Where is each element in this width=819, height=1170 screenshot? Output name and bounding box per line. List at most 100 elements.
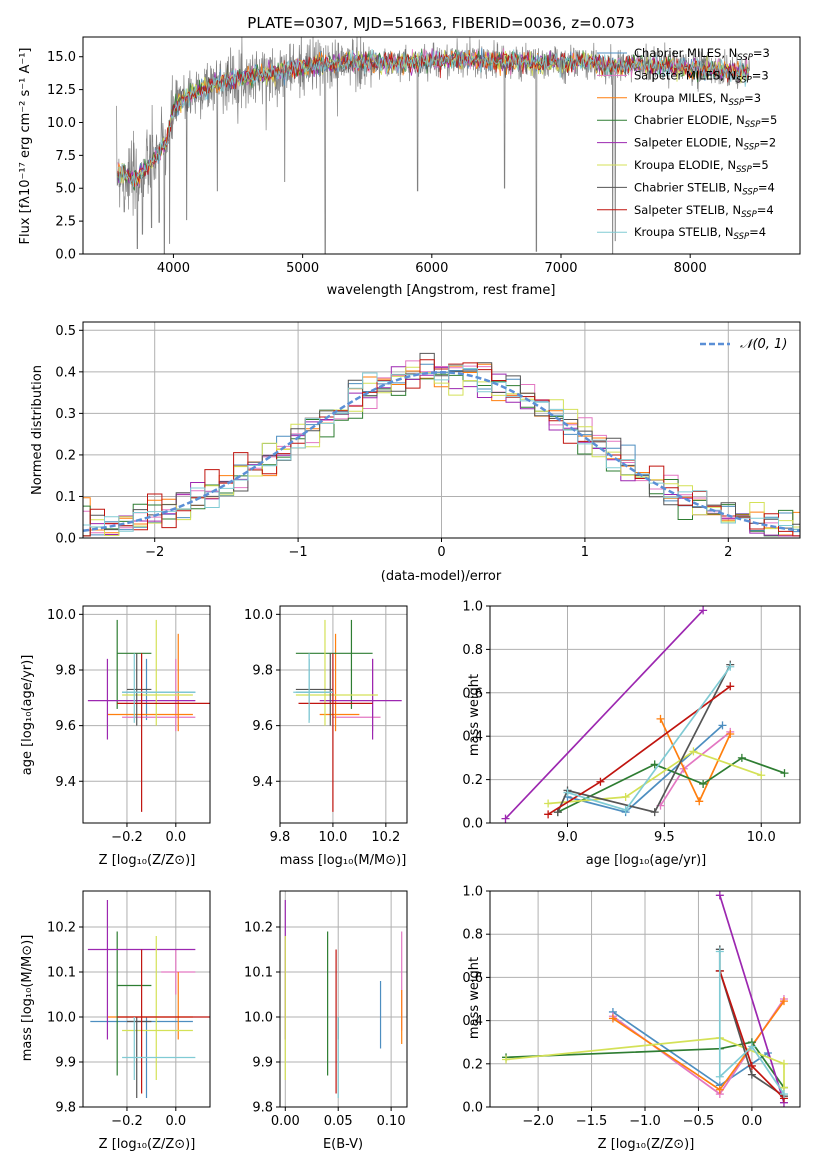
weight-marker bbox=[715, 891, 724, 900]
gaussian-curve bbox=[82, 371, 801, 532]
x-tick-label: −0.5 bbox=[683, 1114, 715, 1129]
weight-marker bbox=[563, 788, 572, 797]
weight-marker bbox=[699, 779, 708, 788]
age-z-y-label: age [log₁₀(age/yr)] bbox=[20, 655, 35, 776]
x-tick-label: 1 bbox=[581, 545, 589, 560]
weight-line bbox=[557, 664, 732, 814]
residuals-y-label: Normed distribution bbox=[30, 365, 45, 495]
plot-frame bbox=[82, 321, 801, 539]
y-tick-label: 9.6 bbox=[252, 719, 273, 734]
y-tick-label: 10.0 bbox=[244, 608, 273, 623]
y-tick-label: 9.6 bbox=[55, 719, 76, 734]
weight-marker bbox=[726, 682, 735, 691]
weight-marker bbox=[779, 997, 788, 1006]
y-tick-label: 15.0 bbox=[47, 50, 76, 65]
weight-marker bbox=[695, 797, 704, 806]
x-tick-label: 0.0 bbox=[165, 830, 186, 845]
y-tick-label: 9.8 bbox=[55, 1101, 76, 1116]
legend-label: Salpeter ELODIE, NSSP=2 bbox=[634, 136, 776, 153]
x-tick-label: 10.0 bbox=[318, 830, 347, 845]
weight-line bbox=[548, 750, 762, 805]
plot-frame bbox=[489, 890, 801, 1108]
legend-label: Chabrier STELIB, NSSP=4 bbox=[634, 180, 775, 197]
weight-marker bbox=[779, 1059, 788, 1068]
weight-line bbox=[505, 1041, 785, 1089]
x-tick-label: −0.2 bbox=[111, 830, 143, 845]
spectrum-panel: PLATE=0307, MJD=51663, FIBERID=0036, z=0… bbox=[18, 14, 801, 298]
weight-marker bbox=[650, 808, 659, 817]
weight-marker bbox=[726, 662, 735, 671]
weight-vs-age-panel: 9.0 9.5 10.0 0.0 0.2 0.4 0.6 0.8 1.0 bbox=[462, 600, 801, 845]
y-tick-label: 0.0 bbox=[462, 817, 483, 832]
residuals-panel: −2 −1 0 1 2 0.0 0.1 0.2 0.3 0.4 0.5 (data-model)/e… bbox=[30, 321, 801, 584]
x-tick-label: 9.8 bbox=[270, 830, 291, 845]
model-spectrum-line bbox=[117, 48, 749, 188]
weight-marker bbox=[718, 721, 727, 730]
y-tick-label: 9.9 bbox=[55, 1056, 76, 1071]
mass-z-y-label: mass [log₁₀(M/M⊙)] bbox=[20, 935, 35, 1062]
weight-line bbox=[718, 895, 785, 1103]
y-tick-label: 10.0 bbox=[47, 1011, 76, 1026]
y-tick-label: 1.0 bbox=[462, 600, 483, 615]
mass-ebv-x-label: E(B-V) bbox=[323, 1137, 363, 1152]
weight-marker bbox=[757, 771, 766, 780]
weight-marker bbox=[544, 810, 553, 819]
weight-marker bbox=[608, 1014, 617, 1023]
legend-label: Kroupa ELODIE, NSSP=5 bbox=[634, 158, 769, 175]
y-tick-label: 9.4 bbox=[252, 775, 273, 790]
x-tick-label: 0.0 bbox=[742, 1114, 763, 1129]
plot-frame bbox=[489, 605, 801, 824]
spectrum-title: PLATE=0307, MJD=51663, FIBERID=0036, z=0… bbox=[247, 14, 634, 32]
x-tick-label: −1.0 bbox=[629, 1114, 661, 1129]
x-tick-label: 6000 bbox=[415, 261, 448, 276]
y-tick-label: 0.0 bbox=[55, 248, 76, 263]
x-tick-label: 0.10 bbox=[377, 1114, 406, 1129]
plot-frame bbox=[279, 890, 408, 1108]
y-tick-label: 0.4 bbox=[462, 730, 483, 745]
x-tick-label: −0.2 bbox=[111, 1114, 143, 1129]
residual-histogram bbox=[83, 364, 800, 532]
weight-age-x-label: age [log₁₀(age/yr)] bbox=[586, 853, 707, 868]
plot-frame bbox=[82, 36, 801, 255]
y-tick-label: 10.1 bbox=[47, 966, 76, 981]
y-tick-label: 10.1 bbox=[244, 966, 273, 981]
y-tick-label: 0.2 bbox=[462, 773, 483, 788]
y-tick-label: 0.5 bbox=[55, 324, 76, 339]
residuals-legend: 𝒩(0, 1) bbox=[700, 337, 787, 352]
legend-label: Salpeter STELIB, NSSP=4 bbox=[634, 203, 774, 220]
y-tick-label: 0.1 bbox=[55, 490, 76, 505]
x-tick-label: 0.00 bbox=[271, 1114, 300, 1129]
y-tick-label: 1.0 bbox=[462, 885, 483, 900]
weight-marker bbox=[737, 753, 746, 762]
residual-histogram bbox=[83, 359, 800, 537]
weight-marker bbox=[747, 1070, 756, 1079]
age-vs-metallicity-panel: −0.2 0.0 9.4 9.6 9.8 10.0 bbox=[47, 605, 211, 845]
weight-line bbox=[505, 1037, 785, 1088]
gaussian-legend-label: 𝒩(0, 1) bbox=[740, 337, 787, 352]
weight-marker bbox=[596, 777, 605, 786]
spectrum-legend: Chabrier MILES, NSSP=3 Salpeter MILES, NS… bbox=[597, 46, 777, 242]
x-tick-label: 0 bbox=[437, 545, 445, 560]
age-mass-x-label: mass [log₁₀(M/M⊙)] bbox=[280, 853, 407, 868]
age-vs-mass-panel: 9.8 10.0 10.2 9.4 9.6 9.8 10.0 bbox=[244, 605, 408, 845]
x-tick-label: 10.0 bbox=[747, 830, 776, 845]
y-tick-label: 5.0 bbox=[55, 182, 76, 197]
spectrum-plot-area: 4000 5000 6000 7000 8000 0.0 2.5 5.0 7.5 10.0 12.5… bbox=[47, 36, 801, 276]
y-tick-label: 0.8 bbox=[462, 928, 483, 943]
x-tick-label: 9.5 bbox=[654, 830, 675, 845]
y-tick-label: 10.0 bbox=[47, 608, 76, 623]
y-tick-label: 7.5 bbox=[55, 149, 76, 164]
y-tick-label: 0.4 bbox=[462, 1014, 483, 1029]
weight-marker bbox=[715, 1072, 724, 1081]
y-tick-label: 9.9 bbox=[252, 1056, 273, 1071]
y-tick-label: 0.0 bbox=[462, 1101, 483, 1116]
y-tick-label: 9.8 bbox=[55, 663, 76, 678]
y-tick-label: 9.8 bbox=[252, 663, 273, 678]
weight-vs-metallicity-panel: −2.0 −1.5 −1.0 −0.5 0.0 0.0 0.2 0.4 0.6 0.8 1.0 bbox=[462, 885, 801, 1129]
x-tick-label: 5000 bbox=[286, 261, 319, 276]
weight-marker bbox=[650, 760, 659, 769]
y-tick-label: 0.4 bbox=[55, 365, 76, 380]
y-tick-label: 9.4 bbox=[55, 775, 76, 790]
weight-z-y-label: mass weight bbox=[467, 957, 482, 1039]
x-tick-label: 4000 bbox=[157, 261, 190, 276]
